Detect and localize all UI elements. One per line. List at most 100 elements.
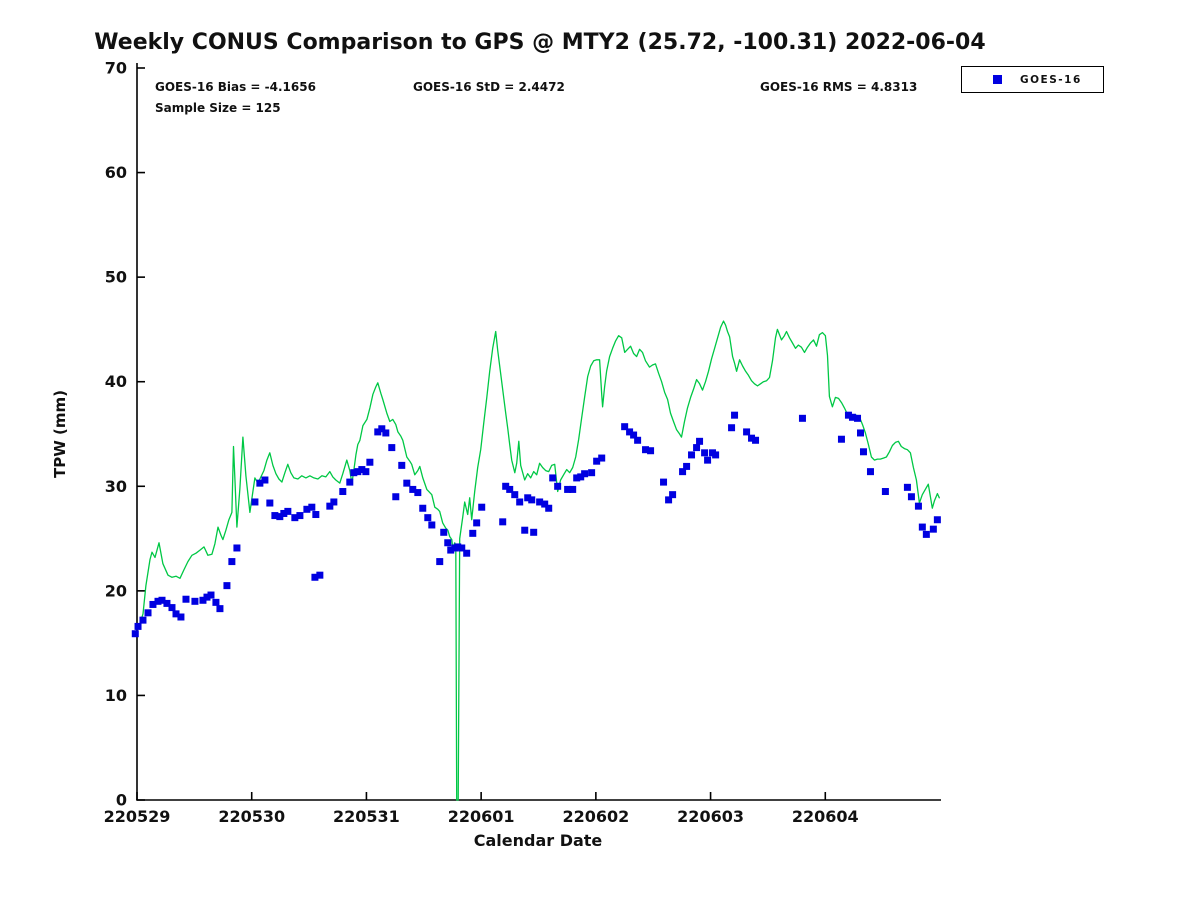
gps-line: [136, 320, 940, 801]
goes16-point: [440, 528, 448, 536]
stat-bias: GOES-16 Bias = -4.1656: [155, 80, 316, 94]
y-tick-label: 50: [105, 268, 127, 287]
goes16-point: [857, 429, 865, 437]
goes16-point: [149, 600, 157, 608]
goes16-point: [256, 479, 264, 487]
goes16-point: [284, 507, 292, 515]
goes16-point: [588, 469, 596, 477]
goes16-point: [728, 424, 736, 432]
goes16-point: [669, 491, 677, 499]
goes16-point: [598, 454, 606, 462]
goes16-point: [339, 488, 347, 496]
goes16-point: [251, 498, 259, 506]
goes16-point: [696, 437, 704, 445]
goes16-point: [144, 609, 152, 617]
goes16-point: [918, 523, 926, 531]
goes16-point: [216, 605, 224, 613]
goes16-point: [362, 468, 370, 476]
x-tick-label: 220531: [333, 807, 400, 826]
goes16-point: [478, 503, 486, 511]
goes16-point: [311, 573, 319, 581]
goes16-point: [182, 595, 190, 603]
goes16-point: [903, 483, 911, 491]
x-tick-label: 220604: [792, 807, 859, 826]
goes16-point: [866, 468, 874, 476]
goes16-point: [428, 521, 436, 529]
goes16-point: [203, 593, 211, 601]
goes16-point: [177, 613, 185, 621]
goes16-point: [316, 571, 324, 579]
goes16-point: [139, 616, 147, 624]
goes16-point: [228, 558, 236, 566]
goes16-point: [154, 597, 162, 605]
legend-label-goes16: GOES-16: [1020, 73, 1082, 86]
goes16-point: [276, 513, 284, 521]
goes16-point: [346, 478, 354, 486]
goes16-point: [266, 499, 274, 507]
y-tick-label: 10: [105, 686, 127, 705]
goes16-point: [454, 543, 462, 551]
goes16-point: [634, 436, 642, 444]
goes16-point: [683, 462, 691, 470]
goes16-point: [881, 488, 889, 496]
goes16-point: [212, 598, 220, 606]
goes16-point: [458, 544, 466, 552]
goes16-point: [374, 428, 382, 436]
goes16-point: [748, 434, 756, 442]
goes16-point: [358, 466, 366, 474]
goes16-point: [473, 519, 481, 527]
goes16-point: [511, 491, 519, 499]
goes16-point: [630, 431, 638, 439]
goes16-point: [922, 530, 930, 538]
goes16-point: [712, 451, 720, 459]
goes16-point: [854, 414, 862, 422]
goes16-point: [701, 449, 709, 457]
y-tick-label: 0: [116, 791, 127, 810]
goes16-point: [444, 539, 452, 547]
goes16-point: [131, 630, 139, 638]
goes16-point: [447, 546, 455, 554]
goes16-point: [199, 596, 207, 604]
goes16-point: [752, 436, 760, 444]
goes16-point: [163, 599, 171, 607]
goes16-point: [303, 505, 311, 513]
goes16-point: [414, 489, 422, 497]
x-axis-label: Calendar Date: [473, 831, 603, 850]
goes16-point: [573, 474, 581, 482]
goes16-point: [693, 444, 701, 452]
goes16-point: [326, 502, 334, 510]
goes16-point: [308, 503, 316, 511]
goes16-point: [191, 597, 199, 605]
x-tick-label: 220529: [104, 807, 171, 826]
goes16-point: [233, 544, 241, 552]
goes16-point: [134, 622, 142, 630]
stat-std: GOES-16 StD = 2.4472: [413, 80, 565, 94]
goes16-point: [388, 444, 396, 452]
goes16-point: [665, 496, 673, 504]
goes16-point: [530, 528, 538, 536]
goes16-point: [626, 428, 634, 436]
goes16-point: [844, 411, 852, 419]
goes16-point: [398, 461, 406, 469]
goes16-point: [207, 591, 215, 599]
goes16-point: [499, 518, 507, 526]
goes16-point: [506, 485, 514, 493]
y-tick-label: 20: [105, 581, 127, 600]
goes16-point: [168, 604, 176, 612]
goes16-point: [536, 498, 544, 506]
chart-title: Weekly CONUS Comparison to GPS @ MTY2 (2…: [94, 30, 986, 55]
goes16-point: [409, 485, 417, 493]
goes16-point: [469, 529, 477, 537]
goes16-point: [541, 500, 549, 508]
goes16-point: [378, 425, 386, 433]
goes16-point: [354, 468, 362, 476]
goes16-point: [660, 478, 668, 486]
goes16-point: [621, 423, 629, 431]
goes16-point: [502, 482, 510, 490]
goes16-point: [223, 582, 231, 590]
goes16-point: [436, 558, 444, 566]
goes16-point: [291, 514, 299, 522]
goes16-point: [581, 470, 589, 478]
goes16-point: [848, 413, 856, 421]
